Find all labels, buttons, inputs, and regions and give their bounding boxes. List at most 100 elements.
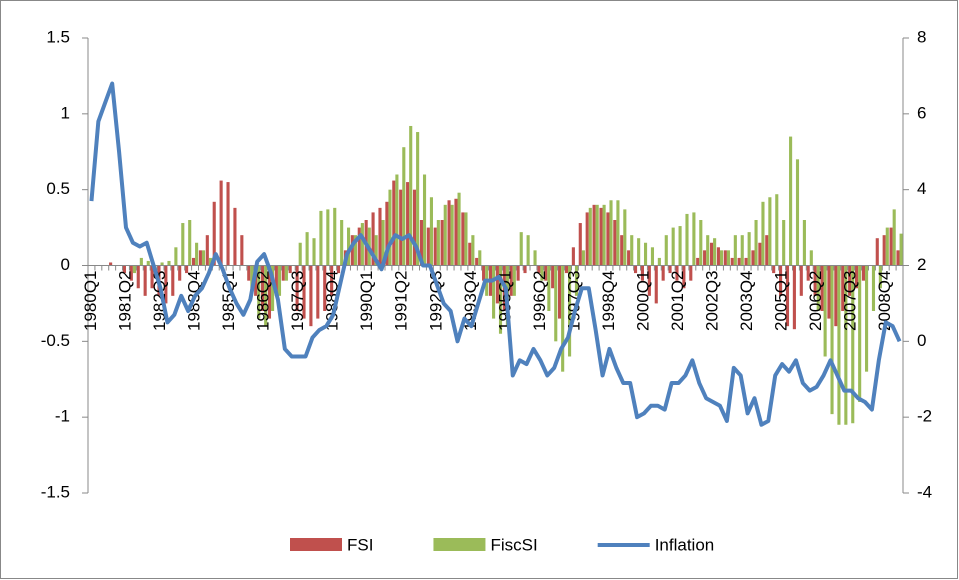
bar	[302, 265, 306, 319]
bar	[109, 262, 113, 266]
bar	[264, 265, 268, 327]
bar	[609, 200, 613, 266]
bar	[492, 265, 496, 319]
bar	[733, 235, 737, 266]
bar	[813, 265, 817, 296]
x-tick-label: 1991Q2	[392, 271, 411, 332]
bar	[792, 265, 796, 330]
bar	[581, 250, 585, 266]
bar	[789, 136, 793, 266]
x-tick-label: 1997Q3	[564, 271, 583, 332]
bar	[713, 238, 717, 266]
bar	[360, 223, 364, 266]
x-tick-label: 2005Q1	[772, 271, 791, 332]
bar	[271, 265, 275, 311]
line	[89, 81, 902, 427]
bar	[709, 242, 714, 266]
bar	[744, 257, 748, 266]
bar	[678, 226, 682, 266]
bar	[899, 233, 903, 266]
bar	[181, 223, 185, 266]
y2-tick-label: 6	[917, 103, 926, 122]
x-tick-label: 2006Q2	[806, 271, 825, 332]
bar	[122, 265, 126, 274]
legend-label: Inflation	[655, 535, 715, 554]
bar	[554, 265, 558, 342]
bar	[422, 174, 427, 266]
bar	[699, 220, 703, 266]
bar	[820, 265, 824, 311]
y2-tick-label: 0	[917, 331, 926, 350]
bar	[436, 220, 440, 266]
bar	[350, 235, 354, 266]
bar	[406, 182, 410, 266]
bar	[381, 220, 385, 266]
bar	[827, 265, 831, 319]
bar	[277, 265, 282, 296]
bar	[288, 265, 292, 274]
y-tick-label: 0	[61, 255, 70, 274]
bar	[685, 213, 689, 266]
bar	[416, 132, 420, 266]
bar	[772, 265, 776, 274]
bar	[544, 265, 548, 281]
bar	[482, 265, 486, 281]
legend-swatch	[290, 538, 342, 551]
bar	[174, 247, 178, 266]
x-tick-label: 2002Q3	[703, 271, 722, 332]
bar	[706, 235, 710, 266]
bar	[519, 232, 523, 266]
bar	[495, 265, 499, 304]
bar	[747, 232, 751, 266]
x-tick-label: 1986Q2	[254, 271, 273, 332]
y-tick-label: 1.5	[46, 27, 70, 46]
legend-label: FiscSI	[490, 535, 537, 554]
bar	[295, 265, 299, 311]
bar	[751, 250, 755, 266]
bar	[671, 227, 675, 266]
bar	[178, 265, 182, 281]
bar	[447, 200, 451, 266]
x-tick-label: 2000Q1	[633, 271, 652, 332]
bar	[692, 212, 696, 266]
bar	[875, 238, 879, 266]
bar	[841, 265, 845, 311]
bar	[464, 212, 468, 266]
bar	[429, 197, 433, 266]
bar	[654, 265, 658, 304]
bar	[779, 265, 783, 296]
bar	[281, 265, 285, 281]
bar	[257, 265, 261, 319]
bar	[823, 265, 827, 357]
x-tick-label: 2007Q3	[841, 271, 860, 332]
legend-swatch	[433, 538, 486, 551]
bar	[198, 250, 202, 266]
bar	[426, 227, 430, 266]
bar	[498, 265, 503, 334]
bar	[668, 265, 672, 274]
bar	[782, 220, 786, 266]
bar	[806, 265, 810, 281]
bar	[261, 265, 265, 311]
bar	[353, 235, 358, 266]
bar	[185, 265, 189, 274]
bar	[547, 265, 551, 311]
x-tick-label: 1980Q1	[81, 271, 100, 332]
bar	[620, 235, 624, 266]
bar	[737, 257, 741, 266]
bar	[871, 265, 876, 311]
bar	[247, 265, 251, 281]
bar	[208, 257, 212, 266]
bar	[212, 201, 216, 266]
y-tick-label: -0.5	[41, 331, 70, 350]
bar	[564, 265, 569, 274]
bar	[298, 242, 302, 266]
bar	[765, 235, 769, 266]
bar	[357, 227, 361, 266]
bar	[892, 209, 896, 266]
bar	[768, 197, 772, 266]
x-tick-label: 1985Q1	[219, 271, 238, 332]
bar	[378, 207, 382, 266]
bar	[858, 265, 862, 402]
bar	[433, 227, 437, 266]
